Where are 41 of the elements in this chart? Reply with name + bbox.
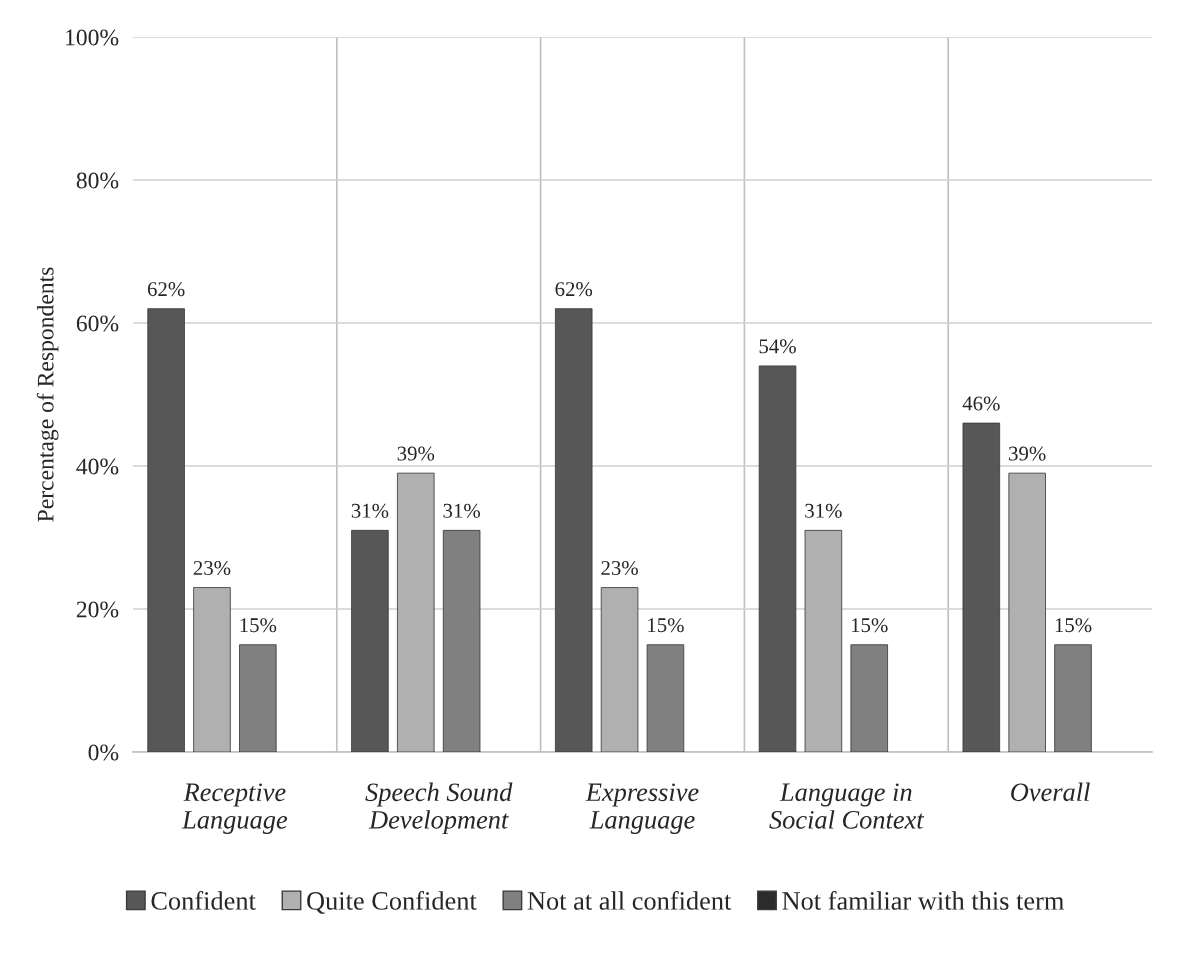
bar — [646, 644, 685, 752]
data-label: 15% — [851, 618, 888, 633]
x-tick-label: Speech Sound Development — [365, 782, 513, 835]
x-tick-label: Overall — [1011, 782, 1090, 802]
data-label: 39% — [397, 446, 435, 461]
data-label: 31% — [443, 503, 481, 518]
data-label: 15% — [648, 618, 684, 633]
y-tick-label: 20% — [76, 601, 119, 618]
data-label: 62% — [147, 282, 185, 297]
data-label: 62% — [555, 282, 593, 297]
y-tick-label: 0% — [88, 744, 119, 761]
data-label: 31% — [805, 503, 842, 518]
data-label: 15% — [1055, 618, 1092, 633]
x-tick-label: Receptive Language — [181, 783, 288, 835]
bar — [147, 308, 185, 752]
x-tick-label: Language in Social Context — [769, 783, 925, 829]
y-tick-label: 80% — [76, 172, 119, 189]
data-label: 23% — [601, 560, 638, 576]
y-axis-title: Percentage of Respondents — [36, 267, 59, 522]
data-label: 39% — [1009, 446, 1046, 461]
bar — [442, 529, 481, 752]
data-label: 31% — [351, 503, 389, 518]
legend-label: Confident — [151, 891, 256, 910]
y-tick-label: 40% — [76, 458, 119, 475]
data-label: 15% — [240, 618, 277, 633]
bar — [351, 529, 389, 752]
data-label: 54% — [759, 339, 796, 354]
data-label: 23% — [193, 560, 231, 576]
bar — [1054, 644, 1092, 752]
bar — [554, 308, 593, 752]
bar — [850, 644, 888, 752]
bar — [239, 644, 277, 752]
legend-label: Not at all confident — [527, 891, 732, 910]
x-tick-label: Expressive Language — [585, 783, 699, 835]
bar — [962, 422, 1001, 752]
bar — [758, 365, 797, 752]
y-tick-label: 100% — [66, 29, 119, 46]
legend-label: Not familiar with this term — [782, 891, 1064, 910]
data-label: 46% — [962, 396, 1000, 411]
y-tick-label: 60% — [76, 315, 119, 332]
legend-label: Quite Confident — [307, 891, 477, 914]
